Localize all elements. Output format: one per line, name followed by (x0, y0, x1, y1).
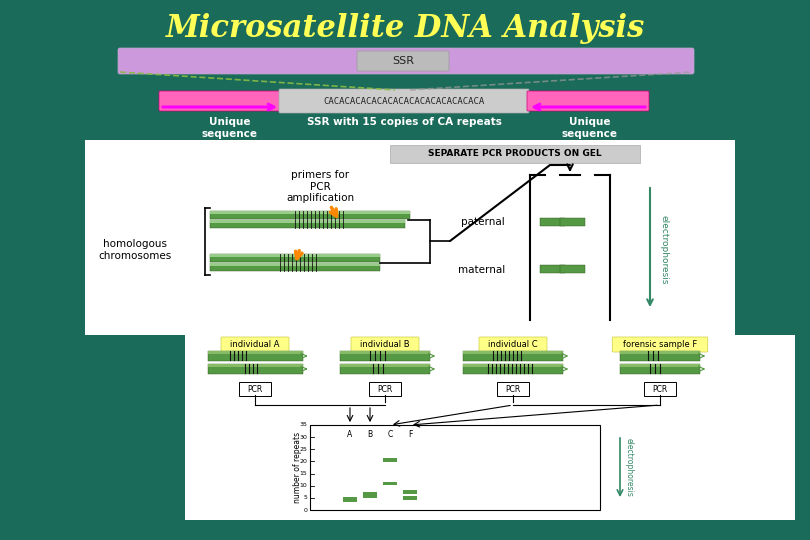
Text: PCR: PCR (247, 384, 262, 394)
Bar (560, 265, 585, 273)
Text: electrophoresis: electrophoresis (660, 215, 669, 285)
Text: SEPARATE PCR PRODUCTS ON GEL: SEPARATE PCR PRODUCTS ON GEL (428, 150, 602, 159)
Text: Microsatellite DNA Analysis: Microsatellite DNA Analysis (165, 12, 645, 44)
Text: 15: 15 (299, 471, 307, 476)
Bar (463, 351, 563, 354)
Bar (310, 425, 600, 510)
Text: electrophoresis: electrophoresis (625, 438, 634, 497)
Text: individual B: individual B (360, 340, 410, 349)
Bar (210, 263, 380, 266)
Text: 35: 35 (299, 422, 307, 428)
FancyBboxPatch shape (351, 337, 419, 352)
Text: 10: 10 (299, 483, 307, 488)
Text: F: F (407, 430, 412, 439)
Bar (540, 218, 565, 226)
Bar (207, 351, 302, 354)
Bar (383, 482, 397, 485)
Bar (207, 364, 302, 367)
Bar (540, 265, 565, 273)
Bar (403, 490, 417, 494)
Bar (560, 218, 585, 226)
Text: SSR with 15 copies of CA repeats: SSR with 15 copies of CA repeats (306, 117, 501, 127)
FancyBboxPatch shape (279, 89, 529, 113)
Bar (85, 140, 735, 335)
Text: paternal: paternal (461, 217, 505, 227)
Bar (363, 495, 377, 498)
Text: 25: 25 (299, 447, 307, 452)
Bar (383, 458, 397, 462)
Bar (343, 498, 357, 502)
Text: forensic sample F: forensic sample F (623, 340, 697, 349)
Bar (210, 220, 405, 228)
Text: Unique
sequence: Unique sequence (202, 117, 258, 139)
FancyBboxPatch shape (357, 51, 449, 71)
Text: primers for
PCR
amplification: primers for PCR amplification (286, 170, 354, 203)
Bar (620, 364, 700, 374)
Text: CACACACACACACACACACACACACACACA: CACACACACACACACACACACACACACACA (323, 97, 484, 105)
Text: PCR: PCR (652, 384, 667, 394)
Text: 20: 20 (299, 459, 307, 464)
FancyBboxPatch shape (497, 382, 529, 396)
FancyBboxPatch shape (479, 337, 547, 352)
Bar (403, 496, 417, 500)
Text: maternal: maternal (458, 265, 505, 275)
Text: individual C: individual C (488, 340, 538, 349)
FancyBboxPatch shape (118, 48, 694, 74)
Bar (185, 335, 795, 520)
Bar (210, 211, 410, 214)
Bar (463, 364, 563, 367)
Text: PCR: PCR (377, 384, 393, 394)
Text: B: B (368, 430, 373, 439)
Text: Unique
sequence: Unique sequence (562, 117, 618, 139)
Text: individual A: individual A (230, 340, 279, 349)
FancyBboxPatch shape (644, 382, 676, 396)
Text: 0: 0 (303, 508, 307, 512)
FancyBboxPatch shape (527, 91, 649, 111)
Bar (207, 351, 302, 361)
Bar (340, 351, 430, 354)
Text: A: A (347, 430, 352, 439)
Text: 5: 5 (303, 495, 307, 501)
Bar (210, 211, 410, 219)
Bar (620, 351, 700, 354)
Text: SSR: SSR (392, 56, 414, 66)
Text: 30: 30 (299, 435, 307, 440)
Bar (620, 364, 700, 367)
Bar (620, 351, 700, 361)
Text: number of repeats: number of repeats (293, 432, 302, 503)
Bar (463, 351, 563, 361)
Text: homologous
chromosomes: homologous chromosomes (98, 239, 172, 261)
Bar (340, 351, 430, 361)
FancyBboxPatch shape (239, 382, 271, 396)
Text: PCR: PCR (505, 384, 521, 394)
FancyBboxPatch shape (221, 337, 289, 352)
Bar (210, 220, 405, 223)
Bar (340, 364, 430, 367)
Bar (210, 254, 380, 262)
Bar (343, 497, 357, 500)
Text: C: C (387, 430, 393, 439)
Bar (340, 364, 430, 374)
Bar (210, 263, 380, 271)
FancyBboxPatch shape (390, 145, 640, 163)
Bar (210, 254, 380, 257)
FancyBboxPatch shape (159, 91, 281, 111)
Bar (363, 492, 377, 496)
Bar (207, 364, 302, 374)
Bar (463, 364, 563, 374)
FancyBboxPatch shape (369, 382, 401, 396)
FancyBboxPatch shape (612, 337, 708, 352)
